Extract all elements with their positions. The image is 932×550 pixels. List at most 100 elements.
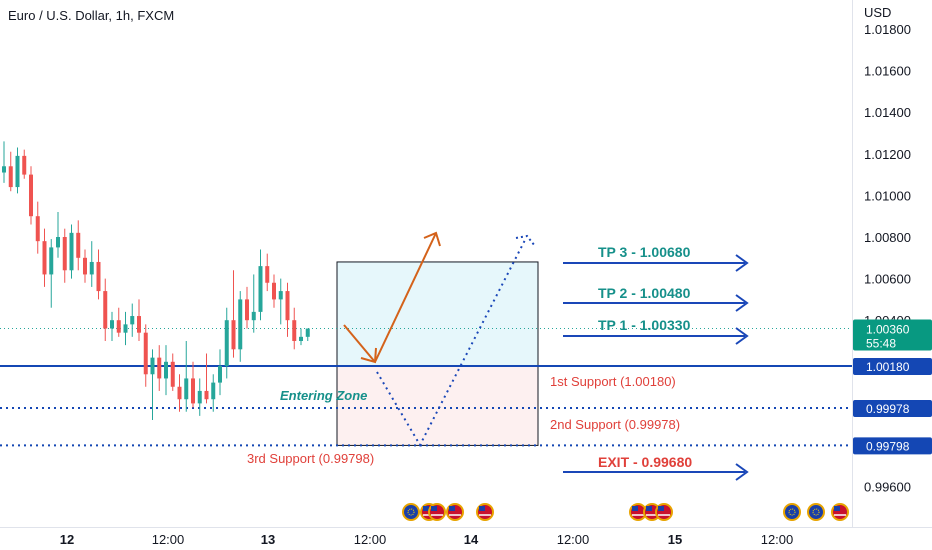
us-event-icon[interactable] [655,503,673,521]
candle-body [123,324,128,333]
candle [157,345,162,391]
eu-event-icon[interactable] [783,503,801,521]
tp1-annotation[interactable]: TP 1 - 1.00330 [563,317,749,345]
candle [224,307,229,379]
tp3-arrowhead-icon [735,254,749,272]
candle-body [103,291,108,329]
eu-event-icon[interactable] [402,503,420,521]
current-price-tag-label: 1.00360 [866,323,910,337]
time-tick-label: 15 [668,532,682,547]
tp3-label: TP 3 - 1.00680 [598,244,691,260]
time-tick-label: 12:00 [152,532,185,547]
exit-label: EXIT - 0.99680 [598,454,692,470]
candle [29,166,33,225]
level-price-tag[interactable]: 0.99798 [853,437,932,455]
candle-body [2,166,6,173]
candle [305,328,310,341]
time-tick-label: 12:00 [354,532,387,547]
orange-path[interactable] [343,231,441,364]
candle [278,278,283,325]
candle [62,228,67,283]
us-event-icon[interactable] [831,503,849,521]
candle [164,345,168,396]
candle-body [56,237,60,248]
candle-body [8,166,13,188]
candle-body [164,361,168,379]
candle-body [83,257,87,275]
chart-title: Euro / U.S. Dollar, 1h, FXCM [8,8,174,23]
entering-zone-label: Entering Zone [280,388,367,403]
support-3-label: 3rd Support (0.99798) [247,451,374,466]
blue-dotted-path[interactable] [376,234,536,448]
candle-body [76,232,81,258]
candle [116,307,121,337]
eu-event-icon[interactable] [807,503,825,521]
candle [177,374,182,412]
candle-body [49,247,54,275]
events-row-1[interactable] [402,503,494,521]
tp3-annotation[interactable]: TP 3 - 1.00680 [563,244,749,272]
candle-body [15,155,20,188]
candle [150,349,155,421]
candle [83,249,87,283]
candle-body [299,336,303,341]
current-price-tag-bg [853,319,932,351]
entry-zone-box[interactable] [336,261,539,367]
candle [42,228,47,287]
candle [197,378,202,416]
candle-body [251,311,256,321]
candle [35,201,40,254]
candle [49,239,54,308]
candle [69,224,74,279]
price-tick-label: 1.00600 [864,272,911,287]
exit-annotation[interactable]: EXIT - 0.99680 [563,454,749,481]
candle [89,241,94,287]
candle-body [285,291,290,321]
tp2-arrowhead-icon [735,294,749,312]
candle-body [238,299,243,350]
time-tick-label: 12 [60,532,74,547]
candle-body [137,316,141,333]
price-axis-currency: USD [864,5,891,20]
events-row-2[interactable] [629,503,849,521]
candle [285,282,290,337]
candle-body [22,155,27,175]
candle-body [265,266,270,283]
price-tick-label: 1.01400 [864,105,911,120]
time-tick-label: 12:00 [557,532,590,547]
us-event-icon[interactable] [446,503,464,521]
candle [238,291,243,362]
us-event-icon[interactable] [476,503,494,521]
level-price-tag-bg [853,399,932,417]
candle-body [211,382,216,400]
candle-body [69,232,74,271]
level-price-tag[interactable]: 1.00180 [853,357,932,375]
exit-arrowhead-icon [735,463,749,481]
candle-body [96,261,101,292]
candle [245,286,249,329]
risk-zone-box[interactable] [336,365,539,446]
tp2-annotation[interactable]: TP 2 - 1.00480 [563,285,749,312]
level-price-tag[interactable]: 0.99978 [853,399,932,417]
support-1-label: 1st Support (1.00180) [550,374,676,389]
level-price-tag-label: 0.99798 [866,439,910,453]
candle-body [177,386,182,400]
candle [8,151,13,192]
candle [130,303,135,337]
candle [265,253,270,292]
candle [184,341,189,412]
candle-body [224,320,229,366]
time-tick-label: 13 [261,532,275,547]
candle [2,141,6,183]
candle-body [150,357,155,375]
candle [22,149,27,179]
candle-body [278,291,283,300]
candle-body [218,365,222,383]
candle [137,299,141,341]
candle-body [191,378,195,404]
price-tick-label: 1.00800 [864,230,911,245]
us-event-icon[interactable] [428,503,446,521]
countdown-label: 55:48 [866,337,896,351]
